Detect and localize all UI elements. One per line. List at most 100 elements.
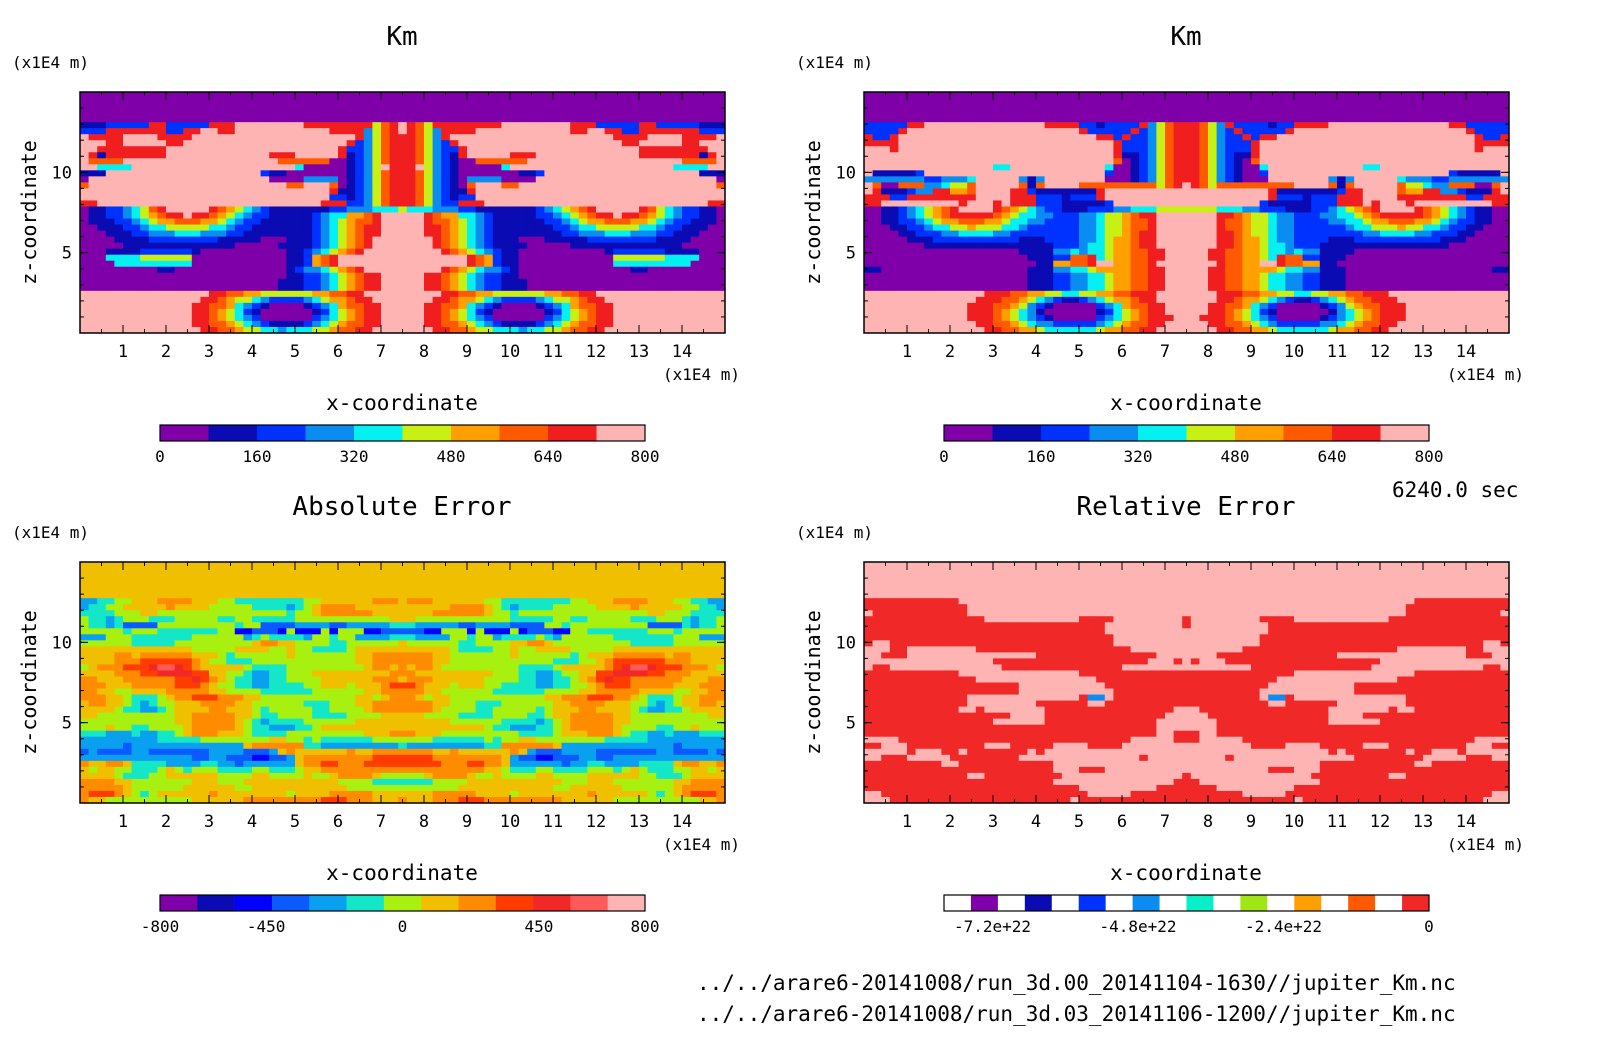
heatmap-cell xyxy=(363,272,373,280)
heatmap-cell xyxy=(346,104,356,111)
heatmap-cell xyxy=(527,146,537,153)
heatmap-cell xyxy=(932,230,942,238)
heatmap-cell xyxy=(1010,278,1020,286)
heatmap-cell xyxy=(1104,116,1114,123)
heatmap-cell xyxy=(174,224,184,231)
heatmap-cell xyxy=(1242,242,1252,250)
heatmap-cell xyxy=(346,308,356,316)
heatmap-cell xyxy=(570,158,580,165)
heatmap-cell xyxy=(699,146,709,153)
heatmap-cell xyxy=(553,104,562,111)
heatmap-cell xyxy=(183,260,193,268)
heatmap-cell xyxy=(1190,290,1200,298)
heatmap-cell xyxy=(80,182,89,189)
heatmap-cell xyxy=(363,212,373,219)
heatmap-cell xyxy=(1096,110,1106,117)
y-unit-label: (x1E4 m) xyxy=(796,53,873,72)
heatmap-cell xyxy=(286,98,296,105)
heatmap-cell xyxy=(1242,302,1252,310)
heatmap-cell xyxy=(1139,248,1149,256)
heatmap-cell xyxy=(467,284,476,292)
heatmap-cell xyxy=(975,242,985,250)
heatmap-cell xyxy=(467,170,476,177)
heatmap-cell xyxy=(441,206,451,213)
heatmap-cell xyxy=(105,236,115,244)
heatmap-cell xyxy=(932,146,942,153)
heatmap-cell xyxy=(707,188,717,195)
heatmap-cell xyxy=(432,152,442,159)
heatmap-cell xyxy=(303,236,313,244)
heatmap-cell xyxy=(363,104,373,111)
heatmap-cell xyxy=(1190,206,1200,213)
heatmap-cell xyxy=(1139,302,1149,310)
heatmap-cell xyxy=(1001,248,1011,256)
heatmap-cell xyxy=(1087,308,1097,316)
heatmap-cell xyxy=(458,326,468,334)
heatmap-cell xyxy=(338,212,347,219)
heatmap-cell xyxy=(501,260,511,268)
heatmap-cell xyxy=(441,266,451,274)
heatmap-cell xyxy=(958,242,968,250)
heatmap-cell xyxy=(527,164,537,171)
heatmap-cell xyxy=(716,290,726,298)
heatmap-cell xyxy=(105,158,115,165)
heatmap-cell xyxy=(1036,116,1045,123)
heatmap-cell xyxy=(1165,116,1174,123)
heatmap-cell xyxy=(621,218,631,225)
heatmap-cell xyxy=(1079,302,1088,310)
heatmap-cell xyxy=(200,284,210,292)
heatmap-cell xyxy=(941,302,951,310)
heatmap-cell xyxy=(889,140,899,147)
heatmap-cell xyxy=(424,176,433,183)
heatmap-cell xyxy=(286,320,296,328)
heatmap-cell xyxy=(200,158,210,165)
heatmap-cell xyxy=(1010,290,1020,298)
heatmap-cell xyxy=(346,206,356,213)
heatmap-cell xyxy=(898,320,908,328)
heatmap-cell xyxy=(363,266,373,274)
heatmap-cell xyxy=(1053,176,1063,183)
heatmap-cell xyxy=(183,140,193,147)
heatmap-cell xyxy=(1233,248,1243,256)
heatmap-cell xyxy=(578,314,588,322)
heatmap-cell xyxy=(544,308,554,316)
heatmap-cell xyxy=(656,194,666,201)
heatmap-cell xyxy=(372,302,382,310)
heatmap-cell xyxy=(587,272,597,280)
heatmap-cell xyxy=(639,284,648,292)
heatmap-cell xyxy=(1061,314,1071,322)
heatmap-cell xyxy=(277,212,287,219)
heatmap-cell xyxy=(338,152,347,159)
heatmap-cell xyxy=(673,164,683,171)
heatmap-cell xyxy=(252,320,261,328)
heatmap-cell xyxy=(578,194,588,201)
heatmap-cell xyxy=(716,170,726,177)
heatmap-cell xyxy=(716,242,726,250)
heatmap-cell xyxy=(673,254,683,262)
heatmap-cell xyxy=(690,326,700,334)
heatmap-cell xyxy=(114,146,124,153)
heatmap-cell xyxy=(355,254,365,262)
heatmap-cell xyxy=(389,110,399,117)
heatmap-cell xyxy=(967,98,977,105)
heatmap-cell xyxy=(398,242,408,250)
heatmap-cell xyxy=(993,122,1002,129)
heatmap-cell xyxy=(269,110,279,117)
heatmap-cell xyxy=(123,290,132,298)
heatmap-cell xyxy=(1044,98,1054,105)
heatmap-cell xyxy=(183,236,193,244)
heatmap-cell xyxy=(191,236,201,244)
heatmap-cell xyxy=(295,266,304,274)
heatmap-cell xyxy=(1165,290,1174,298)
heatmap-cell xyxy=(544,176,554,183)
heatmap-cell xyxy=(647,212,657,219)
heatmap-cell xyxy=(544,170,554,177)
heatmap-cell xyxy=(1173,152,1183,159)
heatmap-cell xyxy=(510,254,519,262)
heatmap-cell xyxy=(260,326,270,334)
heatmap-cell xyxy=(226,140,236,147)
heatmap-cell xyxy=(441,284,451,292)
heatmap-cell xyxy=(510,266,519,274)
heatmap-cell xyxy=(924,122,934,129)
heatmap-cell xyxy=(699,128,709,135)
